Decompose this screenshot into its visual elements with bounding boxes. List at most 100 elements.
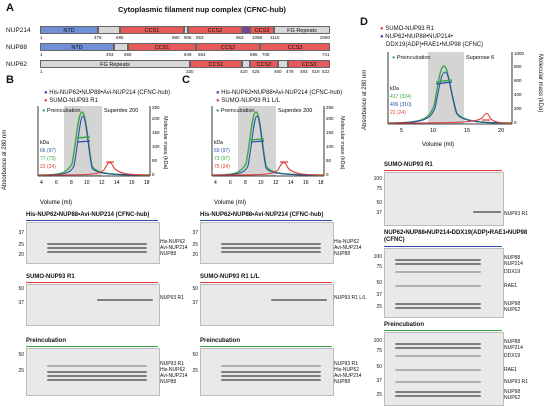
c-gel3-band3 (221, 375, 321, 377)
d-gel2-label2: NUP214 (504, 261, 523, 267)
b-gel2-mw1: 50 (18, 286, 24, 292)
c-xtick-8: 18 (318, 180, 324, 186)
nup88-track: NTD CCS1 CCS2 CCS3 (40, 43, 330, 52)
b-gel3 (26, 348, 160, 396)
d-gel2-mw2: 75 (376, 264, 382, 270)
c-gel3-band1 (221, 365, 321, 367)
b-gel3-band3 (47, 375, 147, 377)
d-gel3-label4: RAE1 (504, 367, 518, 373)
d-gel1-mw3: 50 (376, 200, 382, 206)
d-rtick-2: 200 (514, 106, 522, 111)
legend-d-2: ● NUP62•NUP88•NUP214• (380, 34, 453, 40)
nup214-ccs1: CCS1 (120, 26, 184, 34)
c-gel1-line (200, 220, 332, 221)
nup88-ccs2: CCS2 (196, 43, 260, 51)
c-gel2 (200, 284, 334, 326)
c-xtick-2: 6 (229, 180, 232, 186)
nup88-n8: 741 (322, 52, 330, 57)
b-gel2-line (26, 282, 158, 283)
nup62-track: FG Repeats CCS1 CCS2 CCS3 (40, 60, 330, 69)
nup88-n7: 708 (262, 52, 270, 57)
panel-b-chromatogram: Volume (ml) 4 6 8 10 12 14 16 18 0 50 10… (37, 105, 160, 206)
b-gel3-label4: NUP88 (160, 379, 177, 385)
c-xtick-7: 16 (303, 180, 309, 186)
c-x-label: Volume (ml) (214, 200, 246, 206)
d-gel3-label5: NUP93 R1 (504, 379, 528, 385)
c-gel2-mw1: 50 (192, 286, 198, 292)
d-gel1-label1: NUP93 R1 (504, 211, 528, 217)
d-xtick-3: 15 (464, 128, 470, 134)
nup62-n7: 493 (300, 69, 308, 74)
nup214-n5: 905 (184, 35, 192, 40)
d-gel1-title: SUMO-NUP93 R1 (384, 162, 433, 168)
b-gel3-label1: NUP93 R1 (160, 361, 184, 367)
b-rtick-6: 250 (152, 105, 160, 110)
legend-b-2: ● SUMO-NUP93 R1 (44, 98, 98, 104)
c-rtick-4: 150 (326, 130, 334, 135)
b-column-label: Superdex 200 (104, 108, 138, 114)
d-xtick-4: 20 (498, 128, 504, 134)
nup88-n4: 649 (184, 52, 192, 57)
d-rtick-3: 400 (514, 92, 522, 97)
c-gel3-label2: His-NUP62 (334, 367, 360, 373)
b-kda-2: 77 (73) (40, 156, 56, 162)
legend-c-2: ● SUMO-NUP93 R1 L/L (216, 98, 280, 104)
d-kda-3: 22 (24) (390, 110, 406, 116)
c-gel2-band1 (271, 299, 327, 301)
b-xtick-3: 8 (70, 180, 73, 186)
b-rtick-1: 0 (152, 172, 155, 177)
d-gel2-band3 (395, 271, 481, 273)
nup62-n3: 420 (240, 69, 248, 74)
c-gel2-mw2: 37 (192, 300, 198, 306)
d-rtick-5: 800 (514, 64, 522, 69)
d-gel3-label3: DDX19 (504, 353, 521, 359)
panel-a-letter: A (6, 2, 14, 14)
d-xtick-1: 5 (400, 128, 403, 134)
d-gel1-mw2: 75 (376, 186, 382, 192)
b-gel1-mw2: 25 (18, 242, 24, 248)
b-gel2-mw2: 37 (18, 300, 24, 306)
d-y-label: Absorbance at 280 nm (362, 69, 368, 130)
d-gel3-line (384, 330, 502, 331)
b-gel3-band1 (47, 365, 147, 367)
d-fraction-shade (428, 52, 464, 124)
c-kda-2: 73 (97) (214, 156, 230, 162)
nup214-n8: 1058 (252, 35, 263, 40)
c-rtick-5: 200 (326, 116, 334, 121)
d-trace-cfnc (387, 71, 513, 124)
c-gel1-mw1: 37 (192, 230, 198, 236)
d-gel3-mw1: 100 (373, 338, 382, 344)
b-y-label: Absorbance at 280 nm (2, 129, 8, 190)
b-kda-title: kDa (40, 140, 49, 146)
nup88-ntd: NTD (40, 43, 114, 51)
c-gel1-band2 (221, 247, 321, 249)
nup88-ccs1: CCS1 (128, 43, 196, 51)
b-gel1-label3: NUP88 (160, 251, 177, 257)
b-legend-preincubation: ● Preincubation (42, 108, 81, 114)
c-gel1-label1: His-NUP62 (334, 239, 360, 245)
b-gel2-band1 (97, 299, 153, 301)
nup214-n7: 963 (236, 35, 244, 40)
nup214-n3: 695 (116, 35, 124, 40)
b-gel2 (26, 284, 160, 326)
c-mals-preincubation (249, 138, 265, 141)
d-gel2-label3: DDX19 (504, 269, 521, 275)
panel-c-letter: C (182, 74, 190, 86)
b-xtick-4: 10 (84, 180, 90, 186)
nup62-ccs1: CCS1 (190, 60, 242, 68)
nup62-gap (242, 60, 250, 68)
b-rtick-2: 50 (152, 158, 158, 163)
d-gel3-label1: NUP88 (504, 339, 521, 345)
nup62-gap2 (278, 60, 288, 68)
c-kda-title: kDa (214, 140, 223, 146)
d-gel3-label7: NUP62 (504, 395, 521, 401)
c-gel1-label3: NUP88 (334, 251, 351, 257)
c-gel1 (200, 222, 334, 264)
d-gel3-band5 (395, 381, 481, 383)
c-xtick-4: 10 (258, 180, 264, 186)
d-gel1 (384, 172, 504, 226)
nup62-fg-repeats: FG Repeats (40, 60, 190, 68)
b-gel3-line (26, 346, 158, 347)
d-xtick-2: 10 (430, 128, 436, 134)
d-kda-1: 417 (334) (390, 94, 412, 100)
